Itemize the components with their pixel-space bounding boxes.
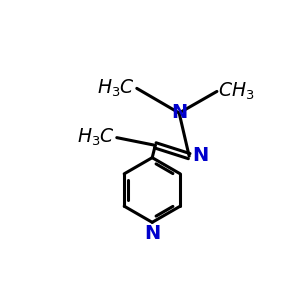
Text: $H_3C$: $H_3C$ <box>97 78 135 99</box>
Text: $CH_3$: $CH_3$ <box>218 81 255 102</box>
Text: $H_3C$: $H_3C$ <box>77 127 115 148</box>
Text: N: N <box>192 146 208 165</box>
Text: N: N <box>144 224 160 243</box>
Text: N: N <box>171 103 187 122</box>
